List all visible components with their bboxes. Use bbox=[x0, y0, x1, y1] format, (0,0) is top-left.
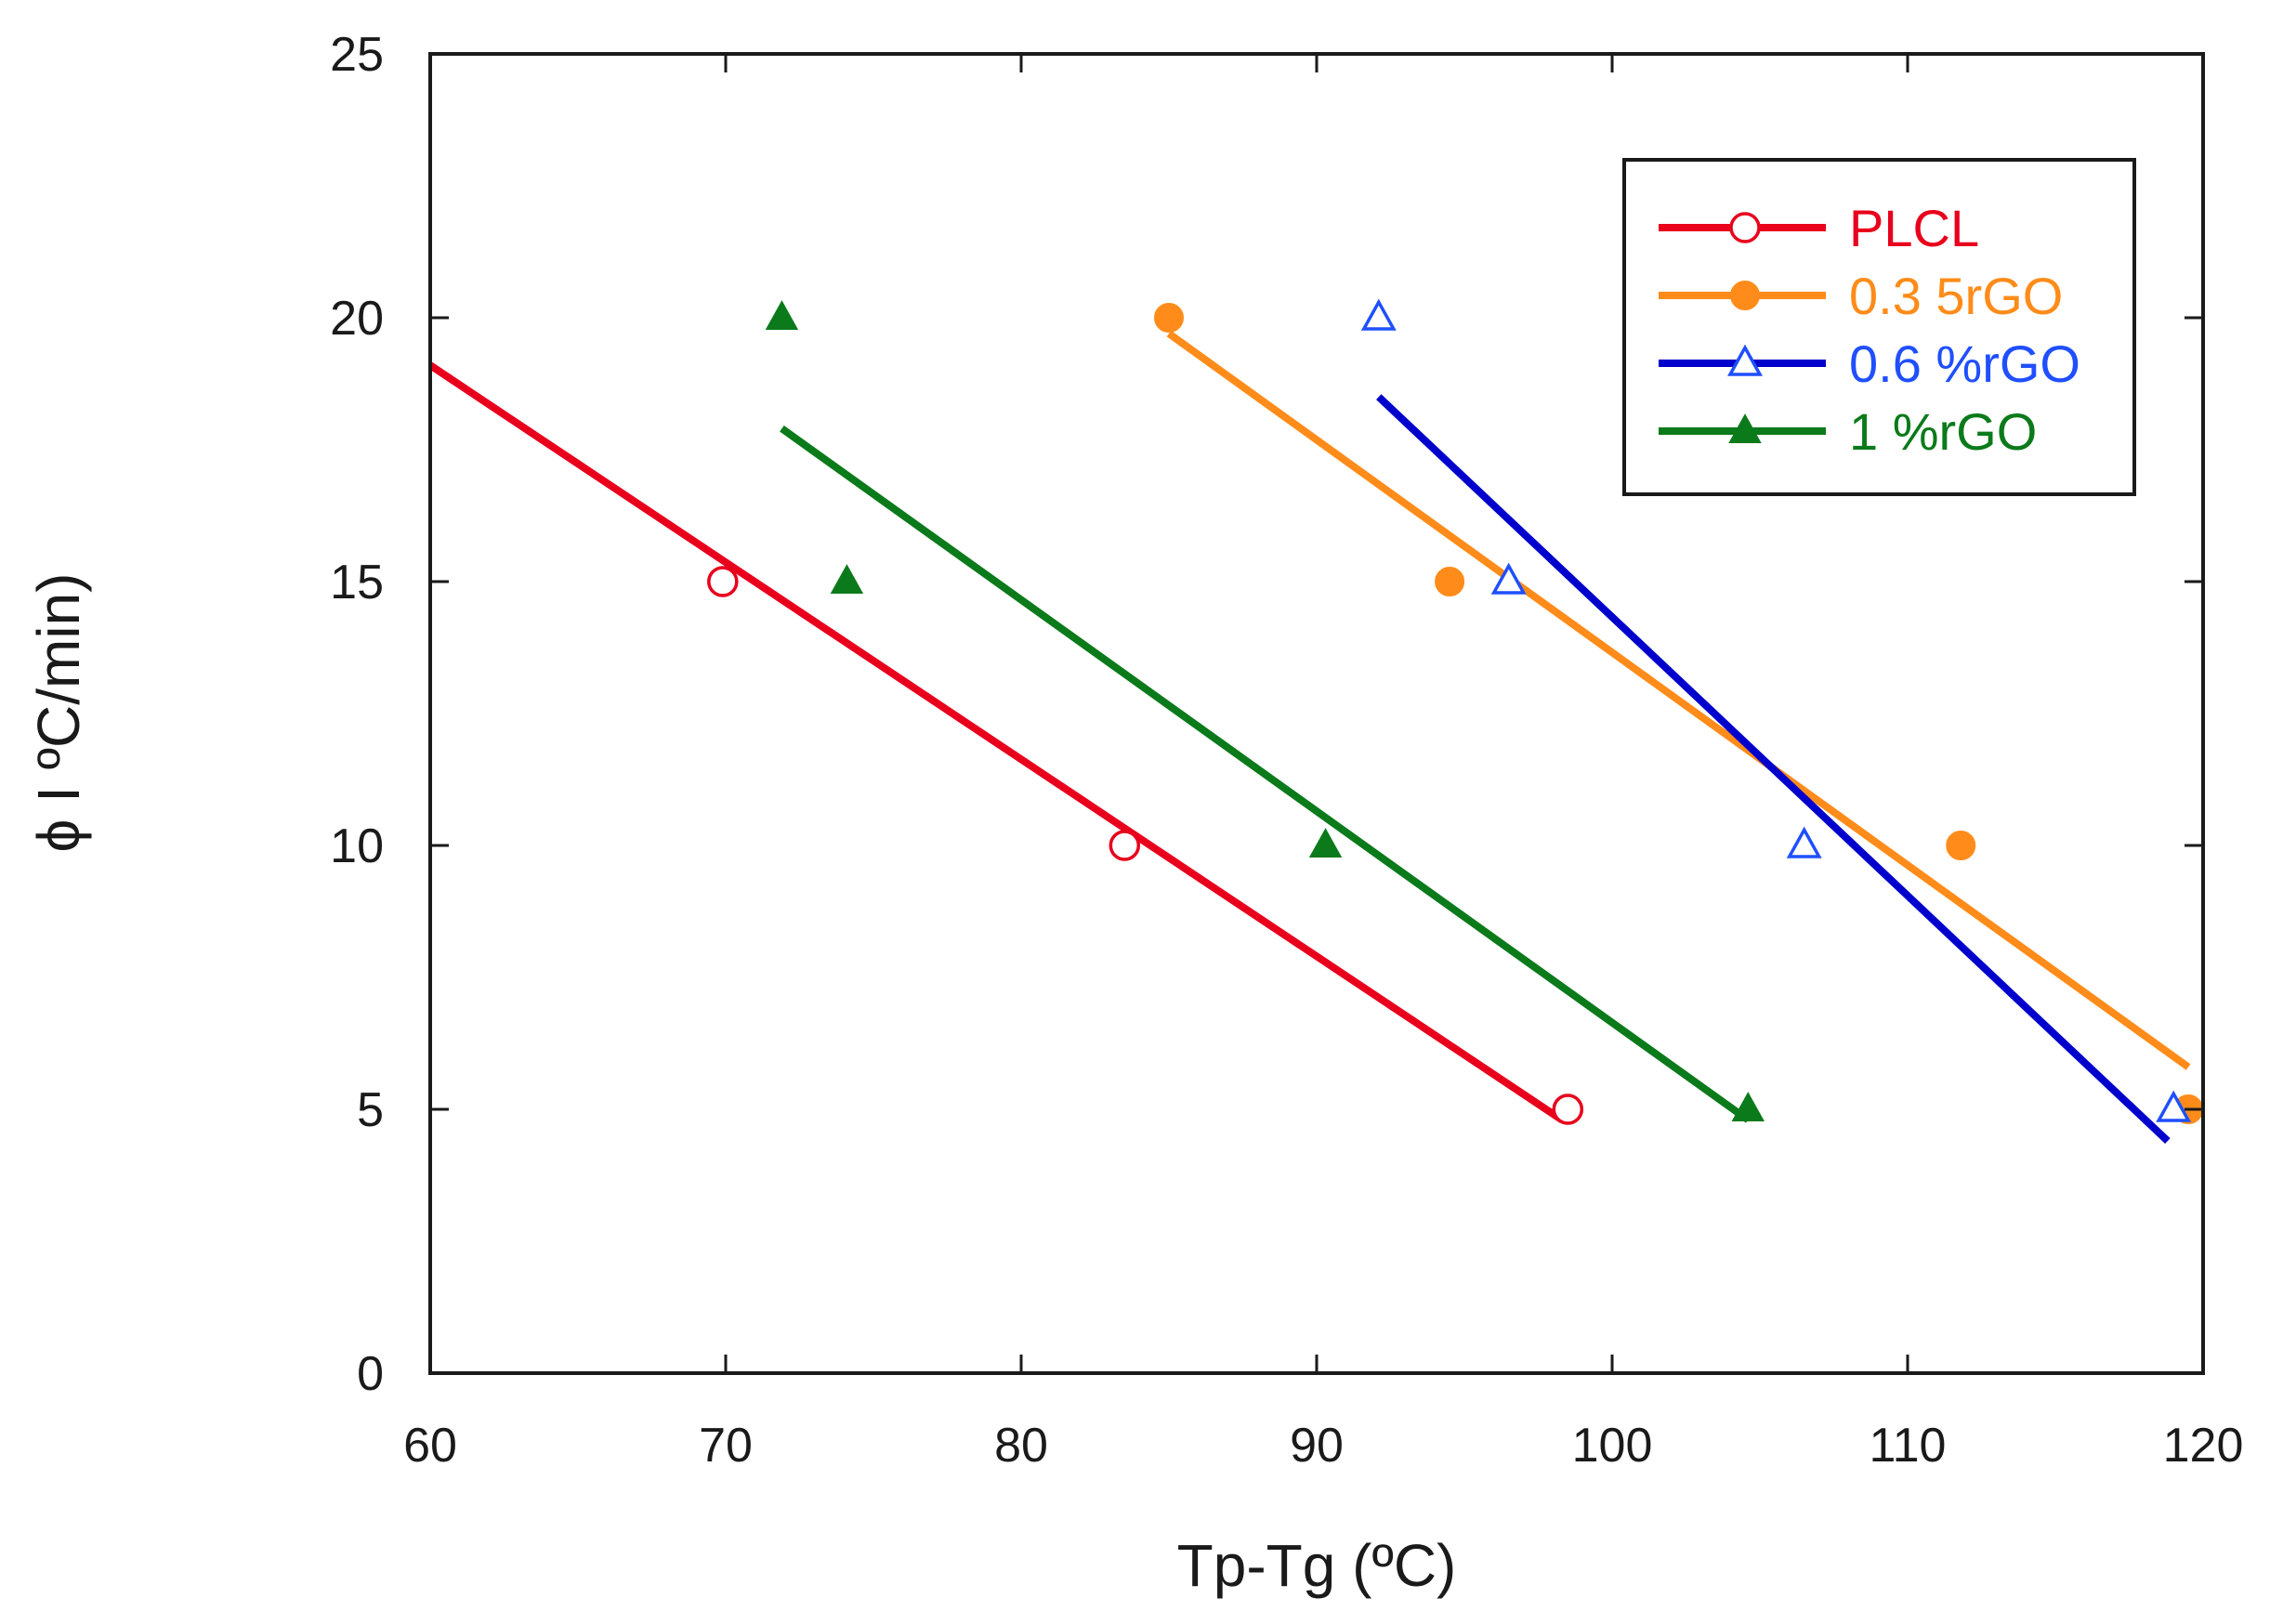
y-tick-label: 5 bbox=[357, 1083, 384, 1137]
x-tick-label: 80 bbox=[994, 1419, 1048, 1473]
y-tick-label: 10 bbox=[330, 819, 384, 873]
y-tick-label: 20 bbox=[330, 292, 384, 346]
legend-label-0-6-rgo: 0.6 %rGO bbox=[1849, 334, 2080, 393]
point-0-3-5rgo bbox=[1436, 568, 1463, 596]
x-axis-title: Tp-Tg (ºC) bbox=[1177, 1532, 1457, 1599]
chart: 60 70 80 90 100 110 120 0 5 10 15 20 25 Tp-Tg (ºC) ϕ… bbox=[0, 0, 2270, 1624]
y-axis-title: ϕ I ºC/min) bbox=[25, 573, 92, 853]
point-0-3-5rgo bbox=[1947, 832, 1975, 859]
point-plcl bbox=[1554, 1095, 1581, 1123]
legend-label-1-rgo: 1 %rGO bbox=[1849, 402, 2037, 461]
legend: PLCL 0.3 5rGO 0.6 %rGO 1 %rGO bbox=[1624, 160, 2134, 494]
x-tick-label: 60 bbox=[403, 1419, 457, 1473]
point-0-3-5rgo bbox=[1155, 304, 1183, 332]
y-tick-label: 25 bbox=[330, 28, 384, 82]
legend-label-plcl: PLCL bbox=[1849, 199, 1979, 257]
x-tick-label: 70 bbox=[699, 1419, 753, 1473]
point-plcl bbox=[1110, 832, 1138, 859]
point-plcl bbox=[709, 568, 737, 596]
x-tick-label: 110 bbox=[1870, 1419, 1947, 1473]
legend-marker-plcl bbox=[1731, 214, 1759, 242]
x-tick-label: 120 bbox=[2163, 1419, 2244, 1473]
y-tick-label: 15 bbox=[330, 556, 384, 609]
legend-marker-0-3-5rgo bbox=[1731, 282, 1759, 309]
legend-label-0-3-5rgo: 0.3 5rGO bbox=[1849, 267, 2063, 325]
x-tick-label: 90 bbox=[1290, 1419, 1344, 1473]
y-tick-label: 0 bbox=[357, 1347, 384, 1401]
x-tick-label: 100 bbox=[1572, 1419, 1653, 1473]
